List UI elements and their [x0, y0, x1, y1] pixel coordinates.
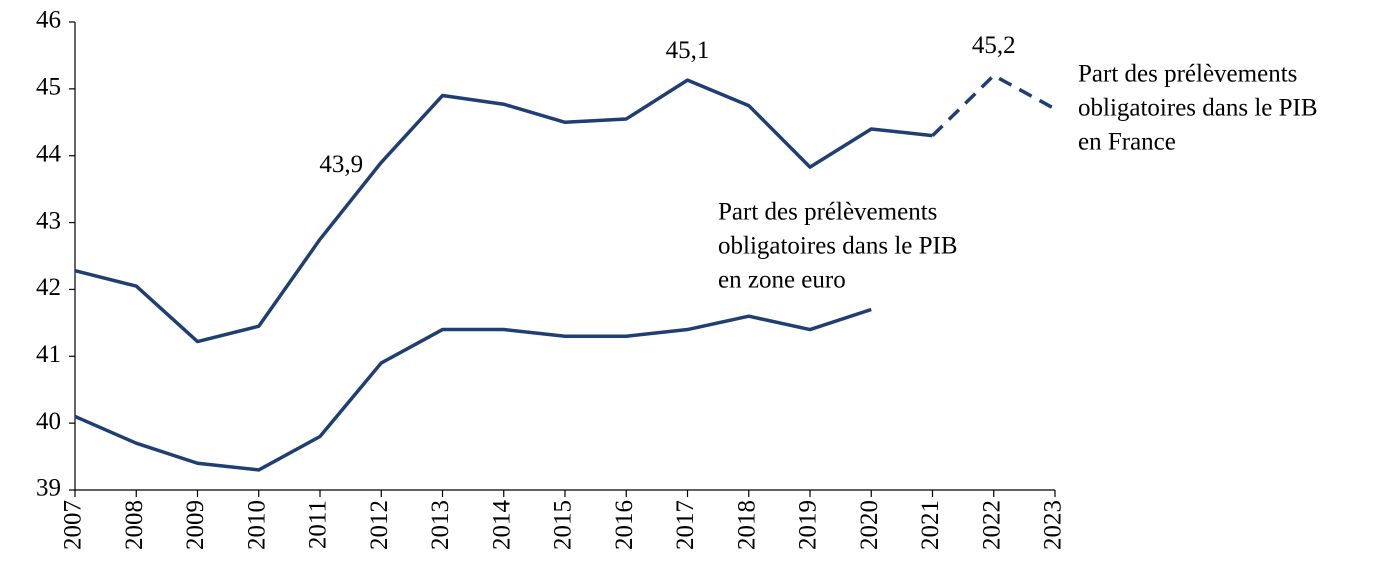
x-tick-label: 2007 [60, 500, 87, 550]
x-tick-label: 2009 [182, 500, 209, 550]
data-label: 43,9 [319, 151, 363, 178]
data-label: 45,1 [666, 37, 710, 64]
x-tick-label: 2015 [550, 500, 577, 550]
x-tick-label: 2008 [121, 500, 148, 550]
data-label: 45,2 [972, 32, 1016, 59]
x-tick-label: 2019 [795, 500, 822, 550]
series-label: Part des prélèvements [1078, 61, 1297, 88]
y-tick-label: 45 [36, 74, 61, 101]
series-label: Part des prélèvements [718, 199, 937, 226]
y-tick-label: 43 [36, 207, 61, 234]
series-label: obligatoires dans le PIB [1078, 95, 1318, 122]
x-tick-label: 2022 [978, 500, 1005, 550]
x-tick-label: 2017 [672, 500, 699, 550]
y-tick-label: 40 [36, 408, 61, 435]
x-tick-label: 2021 [917, 500, 944, 550]
x-tick-label: 2020 [856, 500, 883, 550]
x-tick-label: 2023 [1040, 500, 1067, 550]
series-label: obligatoires dans le PIB [718, 233, 958, 260]
line [74, 307, 872, 472]
x-tick-label: 2012 [366, 500, 393, 550]
series-label: en France [1078, 129, 1176, 156]
x-tick-label: 2011 [305, 500, 332, 549]
line [74, 78, 933, 344]
y-tick-label: 42 [36, 274, 61, 301]
projection-line [931, 73, 1056, 137]
y-tick-label: 41 [36, 341, 61, 368]
x-tick-label: 2018 [733, 500, 760, 550]
x-tick-label: 2010 [243, 500, 270, 550]
x-tick-label: 2014 [488, 500, 515, 551]
x-tick-label: 2013 [427, 500, 454, 550]
y-tick-label: 46 [36, 7, 61, 34]
x-tick-label: 2016 [611, 500, 638, 550]
series-label: en zone euro [718, 267, 846, 294]
y-tick-label: 44 [36, 140, 62, 167]
y-tick-label: 39 [36, 475, 61, 502]
